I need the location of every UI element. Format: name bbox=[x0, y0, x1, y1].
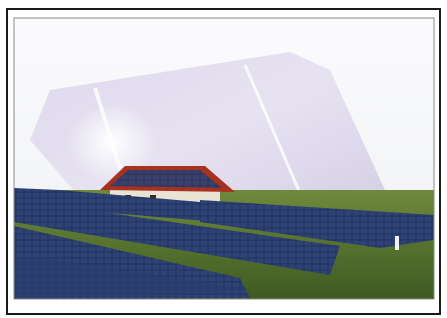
photo bbox=[14, 18, 434, 299]
marker-post bbox=[395, 236, 399, 250]
body bbox=[0, 0, 447, 318]
framed-photo bbox=[0, 0, 447, 318]
page: {} html, body { margin: 0; padding: 0; w… bbox=[0, 0, 447, 318]
